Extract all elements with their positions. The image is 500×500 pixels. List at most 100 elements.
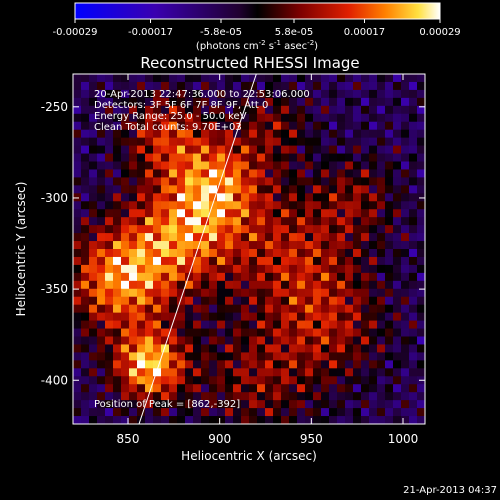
heatmap-cell xyxy=(385,256,394,266)
heatmap-cell xyxy=(289,161,298,170)
heatmap-cell xyxy=(153,304,162,314)
heatmap-cell xyxy=(257,400,266,409)
heatmap-cell xyxy=(73,384,82,393)
heatmap-cell xyxy=(337,233,346,242)
heatmap-cell xyxy=(121,241,130,250)
heatmap-cell xyxy=(337,312,346,322)
heatmap-cell xyxy=(257,368,266,377)
heatmap-cell xyxy=(73,328,82,337)
heatmap-cell xyxy=(409,137,418,147)
heatmap-cell xyxy=(297,145,306,155)
heatmap-cell xyxy=(377,368,386,377)
heatmap-cell xyxy=(193,201,202,210)
heatmap-cell xyxy=(353,384,362,393)
heatmap-cell xyxy=(217,280,226,290)
heatmap-cell xyxy=(73,320,82,330)
heatmap-cell xyxy=(321,74,330,83)
heatmap-cell xyxy=(329,312,338,322)
heatmap-cell xyxy=(185,249,194,258)
heatmap-cell xyxy=(281,169,290,178)
heatmap-cell xyxy=(393,161,402,170)
heatmap-cell xyxy=(233,312,242,322)
colorbar-units: (photons cm-2 s-1 asec-2) xyxy=(196,39,318,52)
heatmap-cell xyxy=(201,360,210,369)
heatmap-cell xyxy=(137,376,146,385)
heatmap-cell xyxy=(97,105,106,115)
heatmap-cell xyxy=(217,81,226,91)
heatmap-cell xyxy=(265,320,274,330)
heatmap-cell xyxy=(169,400,178,409)
heatmap-cell xyxy=(329,209,338,218)
heatmap-cell xyxy=(249,153,258,162)
heatmap-cell xyxy=(193,233,202,242)
heatmap-cell xyxy=(409,408,418,417)
heatmap-cell xyxy=(321,304,330,314)
heatmap-cell xyxy=(97,74,106,83)
heatmap-cell xyxy=(97,145,106,155)
heatmap-cell xyxy=(233,400,242,409)
heatmap-cell xyxy=(89,384,98,393)
heatmap-cell xyxy=(209,113,218,123)
heatmap-cell xyxy=(417,81,425,91)
heatmap-cell xyxy=(257,74,266,83)
heatmap-cell xyxy=(297,241,306,250)
heatmap-cell xyxy=(153,352,162,361)
heatmap-cell xyxy=(417,153,425,162)
heatmap-cell xyxy=(73,145,82,155)
heatmap-cell xyxy=(89,233,98,242)
heatmap-cell xyxy=(353,392,362,401)
heatmap-cell xyxy=(369,105,378,115)
heatmap-cell xyxy=(161,74,170,83)
heatmap-cell xyxy=(353,97,362,107)
heatmap-cell xyxy=(137,225,146,234)
heatmap-cell xyxy=(273,209,282,218)
heatmap-cell xyxy=(353,312,362,322)
heatmap-cell xyxy=(73,408,82,417)
heatmap-cell xyxy=(153,312,162,322)
heatmap-cell xyxy=(265,296,274,306)
heatmap-cell xyxy=(297,416,306,424)
heatmap-cell xyxy=(209,105,218,115)
heatmap-cell xyxy=(345,400,354,409)
heatmap-cell xyxy=(137,368,146,377)
heatmap-cell xyxy=(153,344,162,353)
heatmap-cell xyxy=(297,137,306,147)
heatmap-cell xyxy=(145,233,154,242)
heatmap-cell xyxy=(345,241,354,250)
heatmap-cell xyxy=(305,304,314,314)
heatmap-cell xyxy=(401,392,410,401)
heatmap-cell xyxy=(377,113,386,123)
heatmap-cell xyxy=(305,105,314,115)
heatmap-cell xyxy=(417,408,425,417)
heatmap-cell xyxy=(385,145,394,155)
heatmap-cell xyxy=(321,320,330,330)
heatmap-cell xyxy=(361,193,370,202)
heatmap-cell xyxy=(257,81,266,91)
heatmap-cell xyxy=(361,89,370,99)
heatmap-cell xyxy=(369,81,378,91)
heatmap-cell xyxy=(401,129,410,139)
heatmap-cell xyxy=(161,81,170,91)
heatmap-cell xyxy=(225,129,234,139)
x-tick-label: 950 xyxy=(300,432,323,446)
heatmap-cell xyxy=(361,105,370,115)
heatmap-cell xyxy=(297,256,306,266)
heatmap-cell xyxy=(377,272,386,282)
heatmap-cell xyxy=(297,193,306,202)
heatmap-cell xyxy=(401,121,410,131)
heatmap-cell xyxy=(361,201,370,210)
heatmap-cell xyxy=(385,74,394,83)
heatmap-cell xyxy=(313,97,322,107)
heatmap-cell xyxy=(313,264,322,274)
heatmap-cell xyxy=(153,400,162,409)
heatmap-cell xyxy=(161,217,170,226)
heatmap-cell xyxy=(241,145,250,155)
heatmap-cell xyxy=(73,312,82,322)
heatmap-cell xyxy=(209,225,218,234)
heatmap-cell xyxy=(73,344,82,353)
heatmap-cell xyxy=(393,137,402,147)
heatmap-cell xyxy=(329,376,338,385)
heatmap-cell xyxy=(201,241,210,250)
heatmap-cell xyxy=(385,177,394,186)
